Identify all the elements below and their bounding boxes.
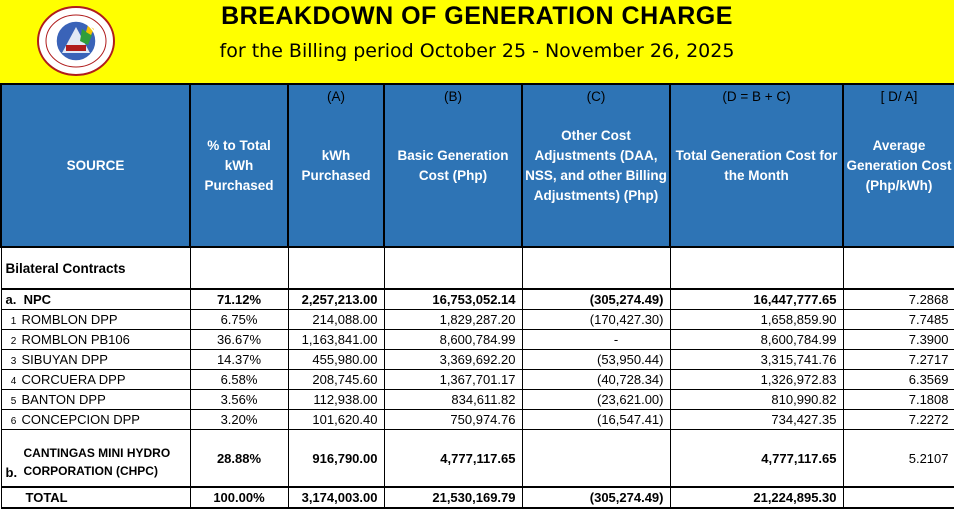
pct-cell: 28.88% (189, 429, 289, 487)
other-cost-cell (521, 429, 671, 487)
table-row-npc: a. NPC 71.12% 2,257,213.00 16,753,052.14… (0, 288, 954, 310)
source-cell: 1 ROMBLON DPP (0, 309, 191, 330)
total-cost-cell: 8,600,784.99 (669, 329, 844, 350)
total-cost-cell: 4,777,117.65 (669, 429, 844, 487)
source-cell: a. NPC (0, 288, 191, 310)
kwh-cell: 101,620.40 (287, 409, 385, 430)
avg-cost-cell: 7.2272 (842, 409, 954, 430)
pct-cell: 6.75% (189, 309, 289, 330)
section-label: Bilateral Contracts (0, 247, 191, 289)
total-cost-cell: 3,315,741.76 (669, 349, 844, 370)
other-cost-cell: (170,427.30) (521, 309, 671, 330)
avg-cost-cell: 7.3900 (842, 329, 954, 350)
total-cost-cell: 16,447,777.65 (669, 288, 844, 310)
other-cost-cell: (305,274.49) (521, 288, 671, 310)
kwh-cell: 2,257,213.00 (287, 288, 385, 310)
avg-cost-cell (842, 486, 954, 509)
table-row: 2 ROMBLON PB106 36.67% 1,163,841.00 8,600… (0, 329, 954, 350)
table-row: 1 ROMBLON DPP 6.75% 214,088.00 1,829,287.… (0, 309, 954, 330)
basic-cost-cell: 3,369,692.20 (383, 349, 523, 370)
column-header-source: SOURCE (0, 83, 191, 248)
table-row-chpc: b. CANTINGAS MINI HYDRO CORPORATION (CHP… (0, 429, 954, 487)
column-header-basic-cost: (B) Basic Generation Cost (Php) (383, 83, 523, 248)
basic-cost-cell: 4,777,117.65 (383, 429, 523, 487)
avg-cost-cell: 5.2107 (842, 429, 954, 487)
source-cell: 4 CORCUERA DPP (0, 369, 191, 390)
source-cell: 3 SIBUYAN DPP (0, 349, 191, 370)
basic-cost-cell: 16,753,052.14 (383, 288, 523, 310)
avg-cost-cell: 7.2717 (842, 349, 954, 370)
other-cost-cell: - (521, 329, 671, 350)
source-cell: 6 CONCEPCION DPP (0, 409, 191, 430)
section-row: Bilateral Contracts (0, 247, 954, 289)
basic-cost-cell: 1,829,287.20 (383, 309, 523, 330)
basic-cost-cell: 750,974.76 (383, 409, 523, 430)
avg-cost-cell: 7.1808 (842, 389, 954, 410)
avg-cost-cell: 7.7485 (842, 309, 954, 330)
kwh-cell: 112,938.00 (287, 389, 385, 410)
source-cell: 5 BANTON DPP (0, 389, 191, 410)
cooperative-logo (37, 6, 115, 76)
basic-cost-cell: 1,367,701.17 (383, 369, 523, 390)
table-row: 4 CORCUERA DPP 6.58% 208,745.60 1,367,701… (0, 369, 954, 390)
column-header-total-cost: (D = B + C) Total Generation Cost for the… (669, 83, 844, 248)
pct-cell: 71.12% (189, 288, 289, 310)
column-header-average-cost: [ D/ A] Average Generation Cost (Php/kWh) (842, 83, 954, 248)
total-cost-cell: 1,658,859.90 (669, 309, 844, 330)
page-title: BREAKDOWN OF GENERATION CHARGE (221, 2, 733, 30)
pct-cell: 6.58% (189, 369, 289, 390)
total-cost-cell: 1,326,972.83 (669, 369, 844, 390)
column-header-kwh: (A) kWh Purchased (287, 83, 385, 248)
kwh-cell: 1,163,841.00 (287, 329, 385, 350)
kwh-cell: 208,745.60 (287, 369, 385, 390)
kwh-cell: 214,088.00 (287, 309, 385, 330)
pct-cell: 100.00% (189, 486, 289, 509)
source-cell: b. CANTINGAS MINI HYDRO CORPORATION (CHP… (0, 429, 191, 487)
other-cost-cell: (23,621.00) (521, 389, 671, 410)
title-banner: BREAKDOWN OF GENERATION CHARGE for the B… (0, 0, 954, 83)
table-row-total: TOTAL 100.00% 3,174,003.00 21,530,169.79… (0, 486, 954, 509)
total-cost-cell: 810,990.82 (669, 389, 844, 410)
avg-cost-cell: 7.2868 (842, 288, 954, 310)
source-cell: 2 ROMBLON PB106 (0, 329, 191, 350)
pct-cell: 3.20% (189, 409, 289, 430)
other-cost-cell: (16,547.41) (521, 409, 671, 430)
pct-cell: 36.67% (189, 329, 289, 350)
table-row: 5 BANTON DPP 3.56% 112,938.00 834,611.82 … (0, 389, 954, 410)
other-cost-cell: (53,950.44) (521, 349, 671, 370)
avg-cost-cell: 6.3569 (842, 369, 954, 390)
kwh-cell: 3,174,003.00 (287, 486, 385, 509)
pct-cell: 3.56% (189, 389, 289, 410)
generation-charge-table: SOURCE % to Total kWh Purchased (A) kWh P… (0, 83, 954, 509)
total-cost-cell: 21,224,895.30 (669, 486, 844, 509)
basic-cost-cell: 21,530,169.79 (383, 486, 523, 509)
total-cost-cell: 734,427.35 (669, 409, 844, 430)
column-header-percent: % to Total kWh Purchased (189, 83, 289, 248)
other-cost-cell: (305,274.49) (521, 486, 671, 509)
basic-cost-cell: 834,611.82 (383, 389, 523, 410)
table-row: 3 SIBUYAN DPP 14.37% 455,980.00 3,369,692… (0, 349, 954, 370)
kwh-cell: 455,980.00 (287, 349, 385, 370)
kwh-cell: 916,790.00 (287, 429, 385, 487)
pct-cell: 14.37% (189, 349, 289, 370)
table-row: 6 CONCEPCION DPP 3.20% 101,620.40 750,974… (0, 409, 954, 430)
basic-cost-cell: 8,600,784.99 (383, 329, 523, 350)
other-cost-cell: (40,728.34) (521, 369, 671, 390)
column-header-other-adjustments: (C) Other Cost Adjustments (DAA, NSS, and… (521, 83, 671, 248)
source-cell: TOTAL (0, 486, 191, 509)
billing-period-subtitle: for the Billing period October 25 - Nove… (219, 40, 735, 62)
